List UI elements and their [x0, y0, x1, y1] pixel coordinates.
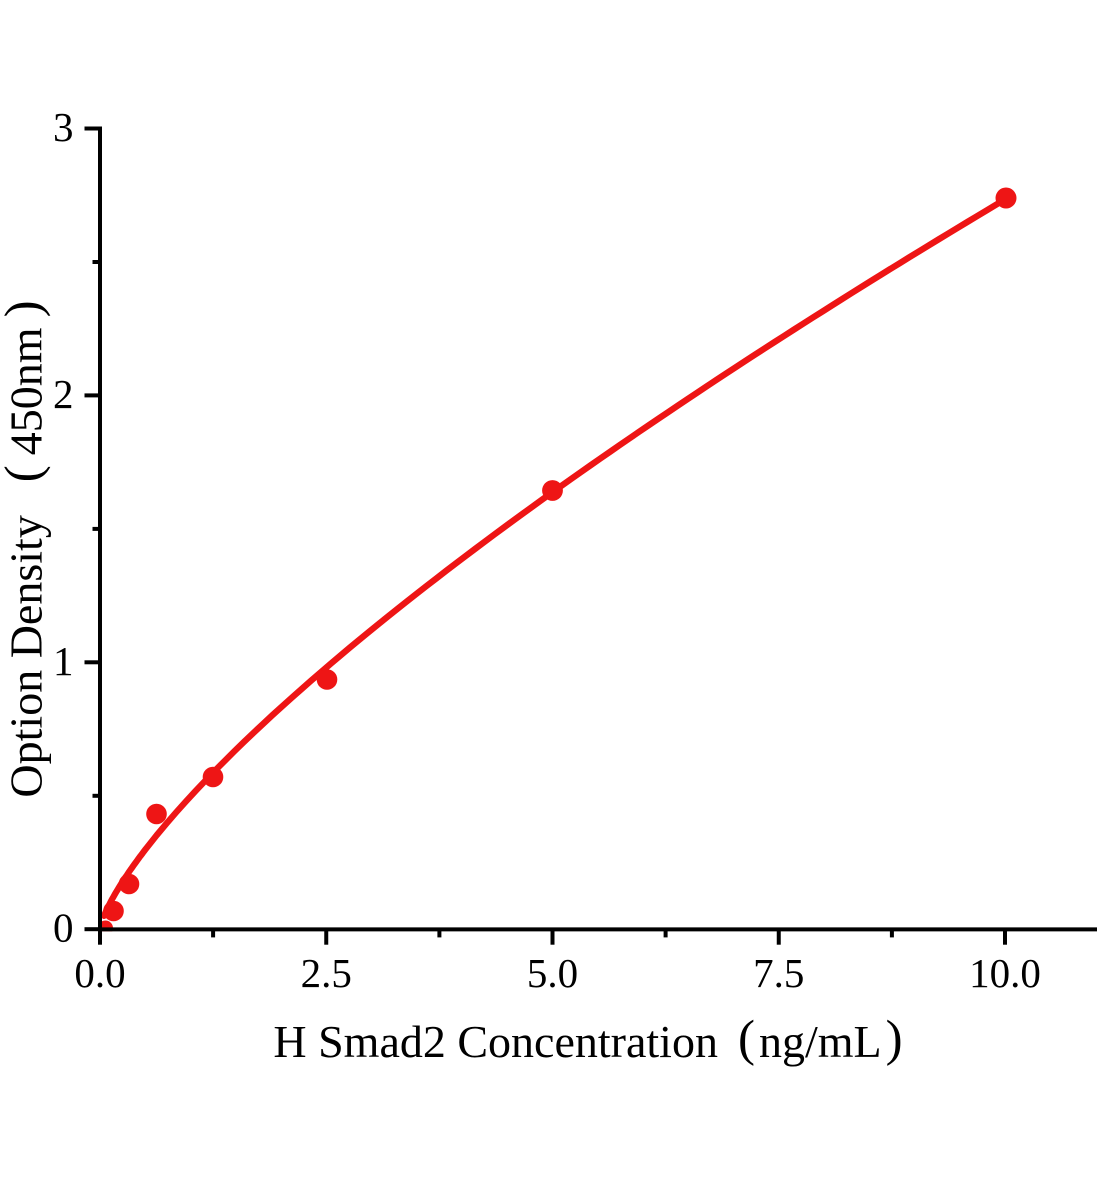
svg-text:7.5: 7.5: [753, 950, 804, 996]
svg-text:10.0: 10.0: [969, 950, 1041, 996]
svg-text:Option Density(450nm): Option Density(450nm): [0, 300, 52, 797]
svg-text:5.0: 5.0: [527, 950, 578, 996]
svg-text:1: 1: [53, 638, 74, 684]
svg-text:H Smad2 Concentration(ng/mL): H Smad2 Concentration (ng/mL): [273, 1011, 902, 1067]
svg-text:3: 3: [53, 104, 74, 150]
svg-text:2.5: 2.5: [301, 950, 352, 996]
svg-text:0: 0: [53, 905, 74, 951]
svg-text:2: 2: [53, 371, 74, 417]
svg-text:0.0: 0.0: [74, 950, 125, 996]
